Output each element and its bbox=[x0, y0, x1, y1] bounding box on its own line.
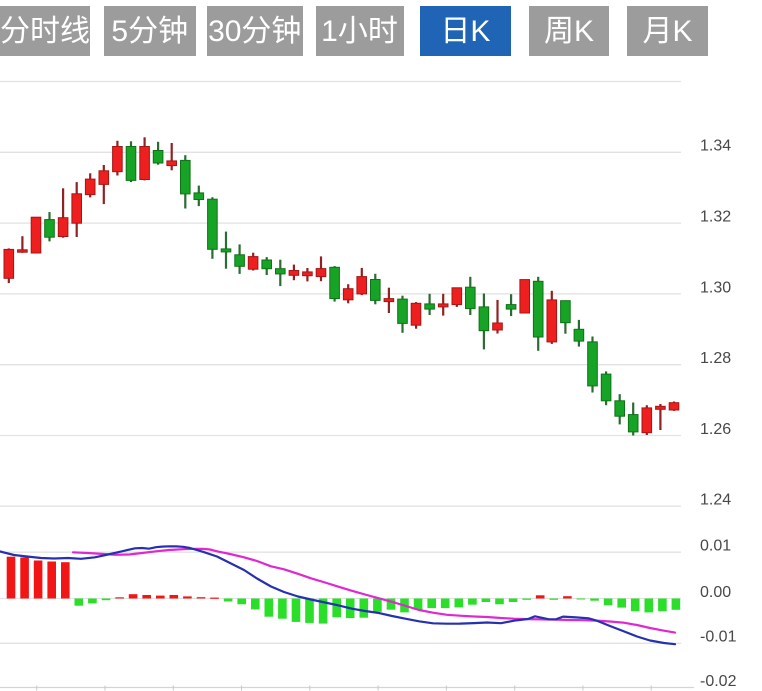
svg-text:1.24: 1.24 bbox=[700, 492, 731, 509]
svg-text:1.34: 1.34 bbox=[700, 138, 731, 155]
svg-text:0.01: 0.01 bbox=[700, 538, 731, 555]
svg-text:1.30: 1.30 bbox=[700, 279, 731, 296]
svg-text:0.00: 0.00 bbox=[700, 584, 731, 601]
svg-text:-0.02: -0.02 bbox=[700, 673, 737, 690]
svg-text:1.32: 1.32 bbox=[700, 209, 731, 226]
svg-text:1.26: 1.26 bbox=[700, 421, 731, 438]
svg-text:1.28: 1.28 bbox=[700, 350, 731, 367]
svg-text:-0.01: -0.01 bbox=[700, 629, 737, 646]
